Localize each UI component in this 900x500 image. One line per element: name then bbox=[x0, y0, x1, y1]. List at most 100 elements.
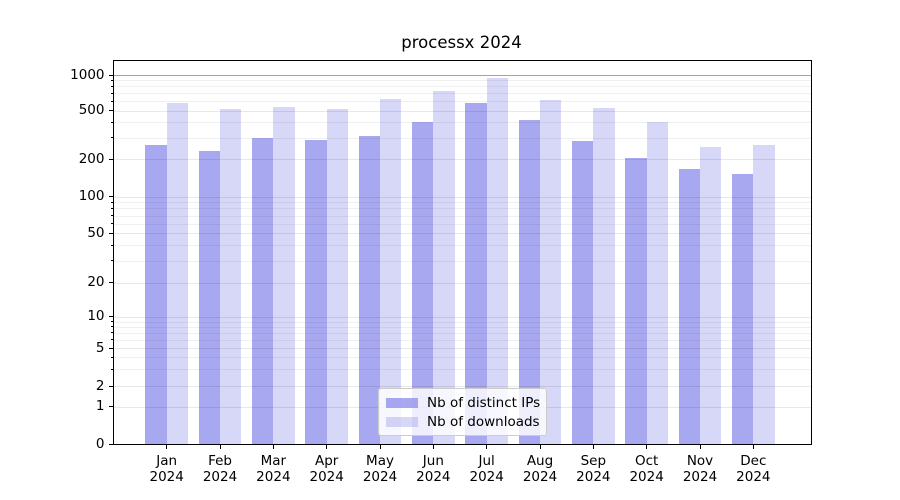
y-tick-label: 10 bbox=[87, 308, 105, 325]
gridline-minor bbox=[112, 321, 812, 323]
gridline-minor bbox=[112, 260, 812, 262]
x-tick-year: 2024 bbox=[736, 469, 771, 485]
y-minor-tick-mark bbox=[110, 201, 113, 203]
y-minor-tick-mark bbox=[110, 215, 113, 217]
gridline-minor bbox=[112, 339, 812, 341]
x-tick-year: 2024 bbox=[256, 469, 291, 485]
y-tick-label: 1 bbox=[95, 398, 105, 415]
gridline-minor bbox=[112, 369, 812, 371]
y-minor-tick-mark bbox=[110, 326, 113, 328]
y-minor-tick-mark bbox=[110, 339, 113, 341]
y-minor-tick-mark bbox=[110, 207, 113, 209]
y-minor-tick-mark bbox=[110, 92, 113, 94]
x-tick-label-jul: Jul 2024 bbox=[455, 453, 519, 486]
y-tick-mark bbox=[108, 347, 113, 349]
x-tick-mark bbox=[272, 444, 274, 449]
x-tick-year: 2024 bbox=[682, 469, 718, 485]
gridline-major bbox=[112, 348, 812, 350]
chart-title: processx 2024 bbox=[401, 33, 522, 52]
y-tick-mark bbox=[108, 316, 113, 318]
bar-distinct-ips-oct bbox=[625, 157, 647, 445]
gridline-minor bbox=[112, 215, 812, 217]
bar-downloads-apr bbox=[326, 108, 348, 445]
x-tick-mark bbox=[699, 444, 701, 449]
x-tick-mark bbox=[646, 444, 648, 449]
x-tick-label-jun: Jun 2024 bbox=[401, 453, 465, 486]
x-tick-mark bbox=[219, 444, 221, 449]
x-tick-label-may: May 2024 bbox=[348, 453, 412, 486]
bar-downloads-sep bbox=[593, 108, 615, 445]
x-tick-label-aug: Aug 2024 bbox=[508, 453, 572, 486]
x-tick-mark bbox=[326, 444, 328, 449]
y-minor-tick-mark bbox=[110, 121, 113, 123]
y-minor-tick-mark bbox=[110, 137, 113, 139]
x-tick-year: 2024 bbox=[629, 469, 664, 485]
axis-layer: 1000 500 200 100 50 20 10 5 2 1 0 Jan 2024 Feb 2024 Mar… bbox=[70, 60, 812, 485]
x-tick-year: 2024 bbox=[309, 469, 344, 485]
gridline-minor bbox=[112, 80, 812, 82]
y-tick-mark bbox=[108, 385, 113, 387]
y-minor-tick-mark bbox=[110, 368, 113, 370]
x-tick-month: Jun bbox=[422, 452, 444, 469]
gridline-major bbox=[112, 282, 812, 284]
y-tick-label: 50 bbox=[87, 224, 105, 241]
bars-layer bbox=[113, 60, 812, 445]
x-tick-label-apr: Apr 2024 bbox=[295, 453, 359, 486]
y-tick-mark bbox=[108, 158, 113, 160]
bar-downloads-dec bbox=[753, 144, 775, 445]
grid-layer bbox=[112, 60, 812, 445]
bar-distinct-ips-mar bbox=[252, 137, 274, 445]
gridline-minor bbox=[112, 137, 812, 139]
y-tick-label: 500 bbox=[78, 102, 105, 119]
x-tick-month: Jan bbox=[156, 452, 178, 469]
x-tick-label-oct: Oct 2024 bbox=[615, 453, 679, 486]
y-tick-label: 100 bbox=[78, 188, 105, 205]
bar-distinct-ips-feb bbox=[198, 150, 221, 445]
x-tick-year: 2024 bbox=[576, 469, 611, 485]
plot-area: 1000 500 200 100 50 20 10 5 2 1 0 Jan 2024 Feb 2024 Mar… bbox=[70, 59, 812, 485]
gridline-minor bbox=[112, 86, 812, 88]
y-tick-label: 1000 bbox=[70, 66, 105, 83]
y-minor-tick-mark bbox=[110, 85, 113, 87]
y-tick-label: 200 bbox=[78, 150, 105, 167]
gridline-major bbox=[112, 316, 812, 318]
gridline-minor bbox=[112, 122, 812, 124]
gridline-major bbox=[112, 75, 812, 76]
x-tick-month: Mar bbox=[260, 452, 287, 469]
bar-distinct-ips-dec bbox=[732, 173, 754, 445]
x-tick-label-mar: Mar 2024 bbox=[241, 453, 305, 486]
gridline-major bbox=[112, 233, 812, 235]
gridline-minor bbox=[112, 208, 812, 210]
x-tick-year: 2024 bbox=[362, 469, 398, 485]
gridline-minor bbox=[112, 357, 812, 359]
bar-distinct-ips-jul bbox=[465, 103, 487, 445]
legend-label-downloads: Nb of downloads bbox=[427, 413, 540, 430]
gridline-major bbox=[112, 159, 812, 160]
gridline-minor bbox=[112, 332, 812, 334]
y-minor-tick-mark bbox=[110, 321, 113, 322]
bar-distinct-ips-sep bbox=[572, 140, 594, 445]
x-tick-month: Oct bbox=[634, 452, 659, 469]
bar-downloads-jul bbox=[486, 77, 508, 445]
gridline-minor bbox=[112, 93, 812, 95]
bar-downloads-may bbox=[380, 99, 402, 445]
legend-item-downloads: Nb of downloads bbox=[386, 412, 540, 431]
x-tick-label-dec: Dec 2024 bbox=[721, 453, 785, 486]
y-tick-mark bbox=[108, 406, 113, 408]
x-tick-mark bbox=[432, 444, 434, 449]
bar-distinct-ips-jun bbox=[412, 121, 434, 445]
x-tick-year: 2024 bbox=[522, 469, 558, 485]
bar-downloads-aug bbox=[540, 100, 562, 445]
x-tick-label-sep: Sep 2024 bbox=[561, 453, 625, 486]
legend-swatch-downloads bbox=[386, 416, 418, 427]
y-minor-tick-mark bbox=[110, 79, 113, 81]
x-tick-month: Sep bbox=[580, 452, 607, 469]
bar-downloads-jun bbox=[433, 91, 455, 445]
gridline-major bbox=[112, 386, 812, 387]
y-tick-mark bbox=[108, 74, 113, 76]
x-tick-label-feb: Feb 2024 bbox=[188, 453, 252, 486]
y-tick-mark bbox=[108, 110, 113, 112]
x-tick-month: Aug bbox=[526, 452, 554, 469]
x-tick-month: May bbox=[366, 452, 394, 469]
